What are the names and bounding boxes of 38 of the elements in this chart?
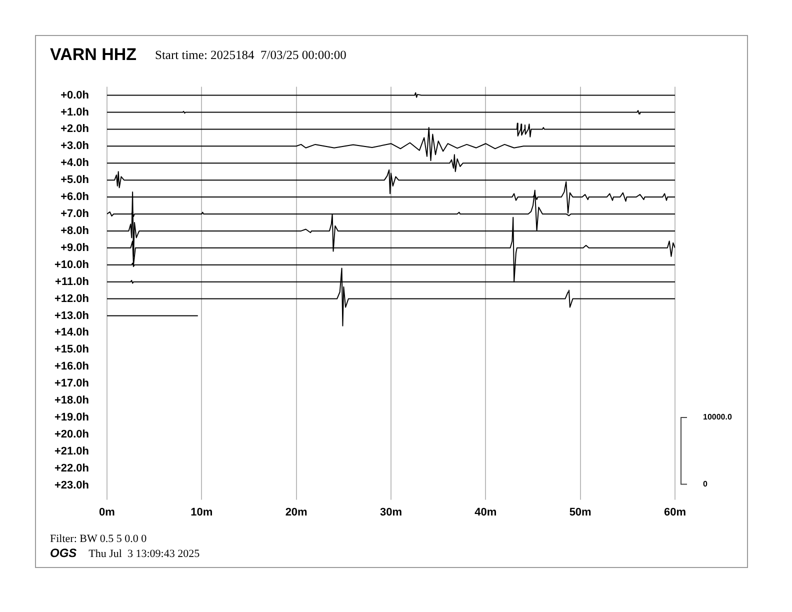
chart-title: VARN HHZ	[50, 45, 137, 65]
y-tick-label: +17.0h	[54, 378, 90, 390]
x-tick-label: 20m	[285, 506, 308, 518]
y-tick-label: +12.0h	[54, 292, 90, 305]
y-tick-label: +0.0h	[60, 89, 90, 102]
y-tick-label: +1.0h	[60, 106, 90, 118]
y-tick-label: +23.0h	[54, 479, 90, 492]
y-tick-label: +3.0h	[60, 140, 90, 152]
y-tick-label: +2.0h	[60, 123, 90, 136]
y-tick-label: +16.0h	[54, 360, 90, 373]
y-tick-label: +5.0h	[60, 174, 90, 186]
y-tick-label: +21.0h	[54, 445, 90, 458]
y-tick-label: +7.0h	[60, 208, 90, 220]
y-tick-label: +6.0h	[60, 191, 90, 204]
y-tick-label: +14.0h	[54, 326, 90, 339]
y-tick-label: +4.0h	[60, 157, 90, 170]
x-tick-label: 60m	[664, 506, 686, 518]
text: Filter: BW 0.5 5 0.0 0	[50, 532, 148, 546]
y-tick-label: +9.0h	[60, 242, 90, 254]
x-tick-label: 50m	[569, 506, 592, 518]
x-tick-label: 0m	[99, 506, 116, 518]
y-tick-label: +22.0h	[54, 462, 90, 474]
y-tick-label: +19.0h	[54, 412, 90, 424]
text: Thu Jul 3 13:09:43 2025	[88, 548, 200, 560]
chart-subtitle: Start time: 2025184 7/03/25 00:00:00	[155, 48, 346, 63]
y-tick-label: +8.0h	[60, 224, 90, 237]
y2-tick-label: 0	[703, 479, 708, 488]
y-tick-label: +10.0h	[54, 258, 90, 271]
x-tick-label: 10m	[190, 506, 213, 518]
x-tick-label: 40m	[474, 506, 497, 518]
text: OGS	[50, 546, 77, 560]
y-tick-label: +18.0h	[54, 394, 90, 407]
y2-tick-label: 10000.0	[703, 412, 732, 422]
y-tick-label: +20.0h	[54, 428, 90, 440]
y-tick-label: +13.0h	[54, 310, 90, 322]
y-tick-label: +15.0h	[54, 344, 90, 356]
x-tick-label: 30m	[380, 506, 402, 518]
y-tick-label: +11.0h	[55, 276, 90, 288]
